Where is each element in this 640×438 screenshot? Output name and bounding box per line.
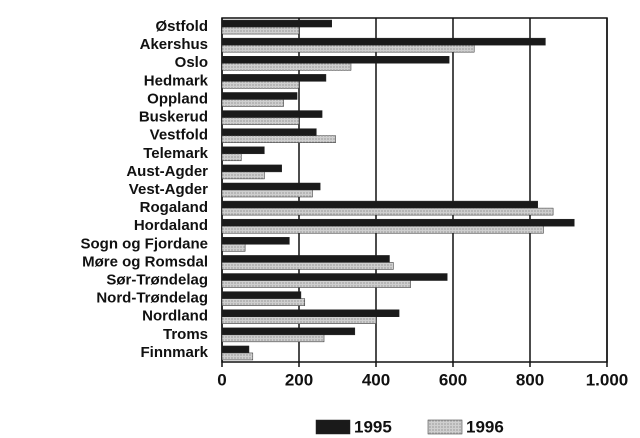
bar-texture: [222, 280, 411, 288]
x-tick-label: 800: [516, 370, 544, 389]
y-tick-label: Hordaland: [134, 217, 208, 234]
y-tick-label: Vest-Agder: [129, 181, 208, 198]
legend-texture: [428, 420, 462, 434]
bar: [221, 291, 302, 299]
bar: [221, 164, 282, 173]
bar: [221, 74, 327, 82]
bar: [221, 92, 298, 100]
bar-texture: [222, 27, 299, 35]
y-tick-label: Akershus: [140, 36, 208, 53]
y-tick-label: Troms: [163, 326, 208, 343]
bar: [221, 327, 356, 336]
bar-texture: [222, 99, 284, 107]
y-tick-label: Østfold: [156, 18, 209, 35]
bar-texture: [222, 208, 554, 216]
y-tick-label: Telemark: [143, 145, 208, 162]
bar: [221, 200, 538, 209]
bar: [221, 146, 265, 155]
bar-texture: [222, 298, 305, 306]
bar: [221, 345, 250, 354]
x-tick-label: 600: [439, 370, 467, 389]
y-tick-label: Aust-Agder: [126, 163, 208, 180]
y-tick-label: Vestfold: [150, 127, 208, 144]
bar-texture: [222, 352, 253, 360]
bar-texture: [222, 81, 299, 89]
bar: [221, 182, 321, 191]
bar: [221, 110, 323, 118]
y-tick-label: Buskerud: [139, 109, 208, 126]
bar-texture: [222, 190, 313, 197]
bar-texture: [222, 63, 351, 71]
y-tick-label: Oslo: [175, 54, 208, 71]
bar-texture: [222, 153, 242, 161]
bar: [221, 273, 448, 281]
y-tick-label: Finnmark: [140, 344, 208, 361]
y-tick-label: Nordland: [142, 308, 208, 325]
y-tick-label: Rogaland: [140, 199, 208, 216]
x-tick-label: 0: [217, 370, 226, 389]
x-tick-label: 200: [285, 370, 313, 389]
y-tick-label: Sør-Trøndelag: [106, 271, 208, 288]
legend-label: 1996: [466, 417, 504, 436]
y-tick-label: Nord-Trøndelag: [96, 290, 208, 307]
bar: [221, 56, 450, 64]
bar: [221, 37, 546, 46]
bar: [221, 19, 332, 28]
x-tick-label: 400: [362, 370, 390, 389]
x-tick-label: 1.000: [586, 370, 629, 389]
bar: [221, 128, 317, 136]
bar: [221, 218, 575, 227]
bar: [221, 237, 290, 245]
bar-texture: [222, 316, 376, 324]
y-tick-label: Møre og Romsdal: [82, 253, 208, 270]
bar-texture: [222, 117, 299, 125]
y-tick-label: Oppland: [147, 90, 208, 107]
bar-texture: [222, 171, 265, 179]
bar-texture: [222, 135, 336, 143]
y-tick-label: Sogn og Fjordane: [81, 235, 209, 252]
legend-swatch: [315, 419, 351, 435]
bar-texture: [222, 226, 544, 234]
bar-texture: [222, 334, 325, 342]
y-tick-label: Hedmark: [144, 72, 209, 89]
bar: [221, 309, 400, 317]
legend-label: 1995: [354, 417, 392, 436]
bar-texture: [222, 244, 246, 252]
bar-texture: [222, 45, 475, 53]
bar: [221, 255, 390, 263]
bar-texture: [222, 262, 394, 270]
